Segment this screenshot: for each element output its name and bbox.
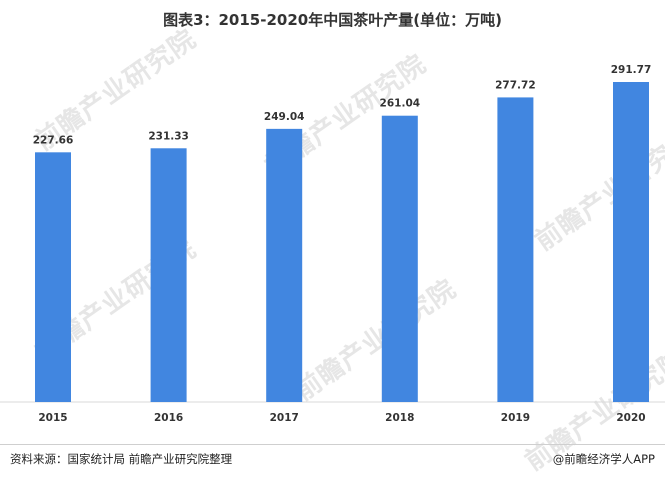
bar-2016 (150, 148, 187, 402)
x-tick-label-2015: 2015 (38, 412, 67, 424)
data-label-2018: 261.04 (380, 98, 421, 110)
data-label-2020: 291.77 (611, 64, 652, 76)
data-label-2017: 249.04 (264, 111, 305, 123)
x-tick-label-2019: 2019 (501, 412, 530, 424)
x-tick-label-2018: 2018 (385, 412, 414, 424)
chart-title: 图表3：2015-2020年中国茶叶产量(单位：万吨) (163, 11, 502, 29)
data-label-2015: 227.66 (33, 134, 74, 146)
source-note: 资料来源：国家统计局 前瞻产业研究院整理 (10, 452, 233, 466)
bar-2018 (381, 115, 418, 403)
bar-2019 (497, 97, 534, 403)
brand-note: @前瞻经济学人APP (552, 452, 655, 466)
data-label-2019: 277.72 (495, 79, 536, 91)
bar-2017 (266, 128, 303, 402)
bar-2020 (613, 82, 649, 402)
x-tick-label-2016: 2016 (154, 412, 183, 424)
bar-2015 (35, 152, 71, 402)
footer-divider (0, 444, 665, 445)
x-tick-label-2020: 2020 (616, 412, 645, 424)
x-tick-label-2017: 2017 (270, 412, 299, 424)
data-label-2016: 231.33 (148, 130, 189, 142)
